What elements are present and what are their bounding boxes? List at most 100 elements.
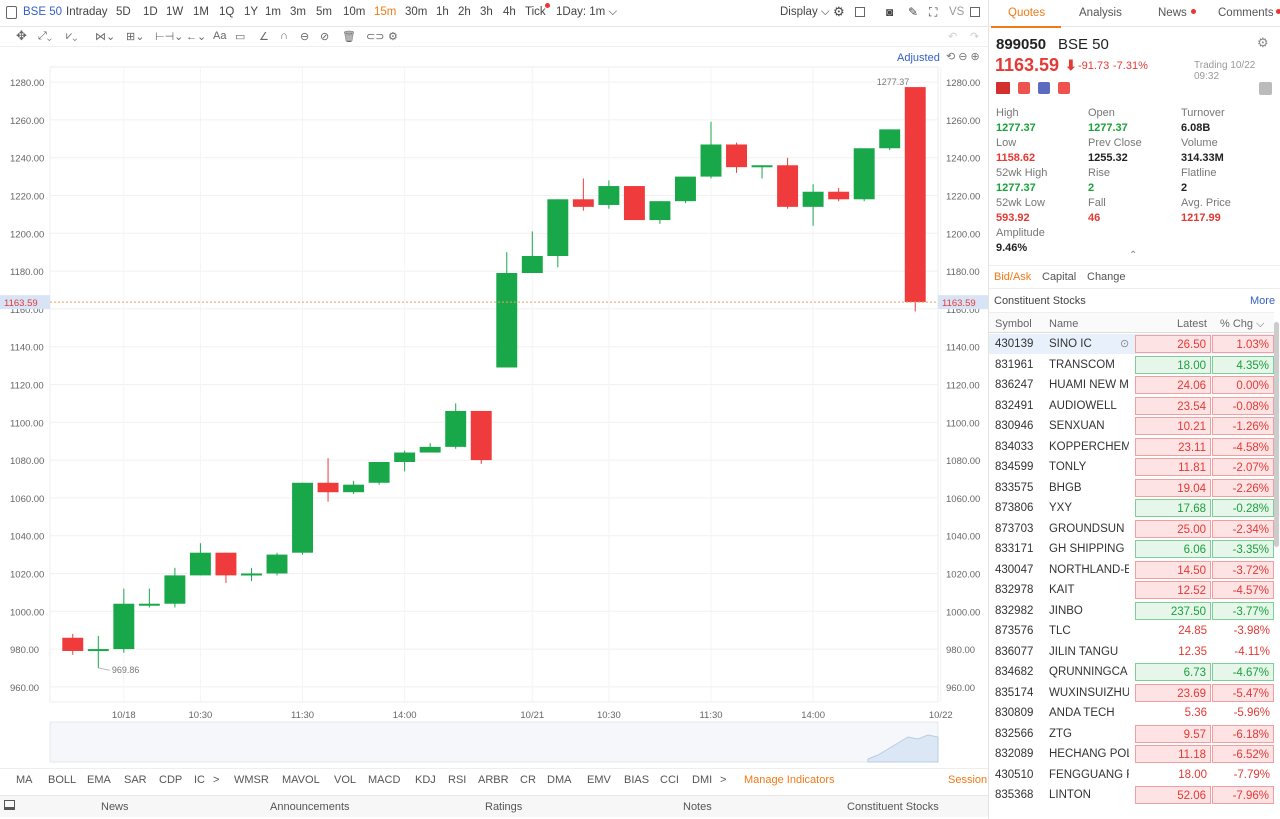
comment-icon[interactable]: ▭ [235, 31, 246, 43]
more-link[interactable]: More [1250, 295, 1276, 307]
drawing-settings-icon[interactable]: ⚙ [388, 31, 398, 43]
constituent-row[interactable]: 832982 JINBO 237.50 -3.77% [989, 601, 1274, 621]
magnet-icon[interactable]: ∩ [280, 30, 288, 42]
adjust-toggle[interactable]: Adjusted [897, 52, 940, 64]
sidebar-toggle-icon[interactable] [6, 6, 17, 19]
period-3m[interactable]: 3m [290, 6, 306, 18]
chart-window-controls-icon[interactable]: ⟲ ⊖ ⊕ [944, 50, 982, 63]
indicator-macd[interactable]: MACD [368, 774, 401, 786]
period-tick[interactable]: Tick [525, 6, 546, 18]
candlestick-chart[interactable]: 960.00 960.00 980.00 980.00 1000.00 1000.00 10… [0, 47, 988, 767]
ind-scroll-right-icon[interactable]: > [213, 774, 220, 786]
period-10m[interactable]: 10m [343, 6, 366, 18]
indicator-cr[interactable]: CR [520, 774, 536, 786]
trash-icon[interactable]: 🗑 [342, 31, 356, 43]
hide-icon[interactable]: ⊘ [320, 31, 330, 43]
camera-icon[interactable]: ◙ [886, 5, 894, 19]
tab-quotes[interactable]: Quotes [1008, 7, 1046, 19]
constituent-row[interactable]: 834599 TONLY 11.81 -2.07% [989, 457, 1274, 477]
fibonacci-icon[interactable]: ⩗⌄ [66, 30, 78, 42]
flash-icon[interactable] [1018, 82, 1030, 94]
period-1m[interactable]: 1M [193, 6, 209, 18]
move-cross-icon[interactable]: ✥ [16, 28, 27, 43]
price-chart-area[interactable]: 960.00 960.00 980.00 980.00 1000.00 1000.00 10… [0, 47, 988, 767]
indicator-ic[interactable]: IC [194, 774, 205, 786]
constituent-row[interactable]: 832491 AUDIOWELL 23.54 -0.08% [989, 396, 1274, 416]
indicator-dmi[interactable]: DMI [692, 774, 713, 786]
wave-icon[interactable]: ⋈⌄ [95, 31, 116, 43]
constituent-row[interactable]: 832978 KAIT 12.52 -4.57% [989, 580, 1274, 600]
constituent-row[interactable]: 831961 TRANSCOM 18.00 4.35% [989, 355, 1274, 375]
bottom-tab-notes[interactable]: Notes [683, 801, 712, 813]
constituent-row[interactable]: 873703 GROUNDSUN 25.00 -2.34% [989, 519, 1274, 539]
subtab-change[interactable]: Change [1087, 271, 1126, 283]
tab-analysis[interactable]: Analysis [1079, 7, 1122, 19]
subtab-bid-ask[interactable]: Bid/Ask [994, 271, 1032, 283]
layout-square-icon[interactable] [855, 7, 865, 17]
period-1m[interactable]: 1m [265, 6, 281, 18]
constituent-row[interactable]: 834682 QRUNNINGCA 6.73 -4.67% [989, 662, 1274, 682]
constituent-row[interactable]: 830809 ANDA TECH 5.36 -5.96% [989, 703, 1274, 723]
constituent-row[interactable]: 835174 WUXINSUIZHU 23.69 -5.47% [989, 683, 1274, 703]
constituent-row[interactable]: 836077 JILIN TANGU 12.35 -4.11% [989, 642, 1274, 662]
period-5d[interactable]: 5D [116, 6, 131, 18]
ruler-icon[interactable]: ∠ [259, 31, 269, 43]
constituent-row[interactable]: 430047 NORTHLAND-E 14.50 -3.72% [989, 560, 1274, 580]
fullscreen-icon[interactable]: ⛶ [929, 5, 938, 19]
compare-vs-icon[interactable]: VS [949, 6, 965, 18]
list-scrollbar[interactable] [1274, 322, 1279, 547]
indicator-cci[interactable]: CCI [660, 774, 679, 786]
col-name[interactable]: Name [1049, 318, 1079, 330]
indicator-rsi[interactable]: RSI [448, 774, 467, 786]
indicator-boll[interactable]: BOLL [48, 774, 77, 786]
period-1d[interactable]: 1D [143, 6, 158, 18]
constituent-row[interactable]: 832089 HECHANG POL 11.18 -6.52% [989, 744, 1274, 764]
bottom-tab-constituent-stocks[interactable]: Constituent Stocks [847, 801, 939, 813]
undo-icon[interactable]: ↶ [948, 31, 958, 43]
indicator-arbr[interactable]: ARBR [478, 774, 509, 786]
constituent-row[interactable]: 833171 GH SHIPPING 6.06 -3.35% [989, 539, 1274, 559]
ind-scroll-right-icon-2[interactable]: > [720, 774, 727, 786]
constituent-row[interactable]: 835368 LINTON 52.06 -7.96% [989, 785, 1274, 805]
panel-toggle-icon[interactable] [4, 800, 15, 810]
manage-indicators-button[interactable]: Manage Indicators [744, 774, 835, 786]
constituent-row[interactable]: 836247 HUAMI NEW M 24.06 0.00% [989, 375, 1274, 395]
period-1h[interactable]: 1h [436, 6, 449, 18]
constituent-row[interactable]: 832566 ZTG 9.57 -6.18% [989, 724, 1274, 744]
alert-bell-icon[interactable] [1259, 82, 1272, 95]
indicator-emv[interactable]: EMV [587, 774, 611, 786]
period-3h[interactable]: 3h [480, 6, 493, 18]
session-button[interactable]: Session [948, 774, 988, 786]
constituent-row[interactable]: 430139 SINO IC 26.50 1.03% ⊙ [989, 334, 1274, 354]
interval-select[interactable]: 1Day: 1m ⌵ [556, 6, 618, 18]
period-1y[interactable]: 1Y [244, 6, 259, 18]
display-menu[interactable]: Display ⌵ [780, 6, 830, 18]
period-30m[interactable]: 30m [405, 6, 428, 18]
period-1w[interactable]: 1W [166, 6, 184, 18]
link-icon[interactable]: ⊂⊃ [366, 31, 385, 43]
period-2h[interactable]: 2h [458, 6, 471, 18]
col-symbol[interactable]: Symbol [995, 318, 1032, 330]
period-1q[interactable]: 1Q [219, 6, 235, 18]
constituent-row[interactable]: 833575 BHGB 19.04 -2.26% [989, 478, 1274, 498]
trendline-icon[interactable]: ⤢⌄ [38, 30, 52, 42]
arrow-icon[interactable]: ←⌄ [186, 31, 207, 43]
col-pct-chg[interactable]: % Chg ⌵ [1220, 318, 1265, 330]
indicator-dma[interactable]: DMA [547, 774, 572, 786]
bottom-tab-announcements[interactable]: Announcements [270, 801, 350, 813]
calendar-icon[interactable] [1038, 82, 1050, 94]
window-icon[interactable] [970, 7, 980, 17]
constituent-row[interactable]: 873806 YXY 17.68 -0.28% [989, 498, 1274, 518]
constituent-row[interactable]: 430510 FENGGUANG F 18.00 -7.79% [989, 765, 1274, 785]
collapse-chevron-icon[interactable]: ⌃ [1129, 250, 1138, 261]
settings-gear-icon[interactable]: ⚙ [833, 4, 845, 19]
symbol-selector[interactable]: BSE 50 [23, 6, 62, 18]
pattern-icon[interactable]: ⊞⌄ [126, 31, 145, 43]
subtab-capital[interactable]: Capital [1042, 271, 1077, 283]
lock-icon[interactable]: ⊖ [300, 31, 310, 43]
row-detail-icon[interactable]: ⊙ [1120, 338, 1130, 350]
period-5m[interactable]: 5m [316, 6, 332, 18]
text-icon[interactable]: Aa [213, 30, 227, 42]
favorite-heart-icon[interactable] [1058, 82, 1070, 94]
indicator-cdp[interactable]: CDP [159, 774, 183, 786]
